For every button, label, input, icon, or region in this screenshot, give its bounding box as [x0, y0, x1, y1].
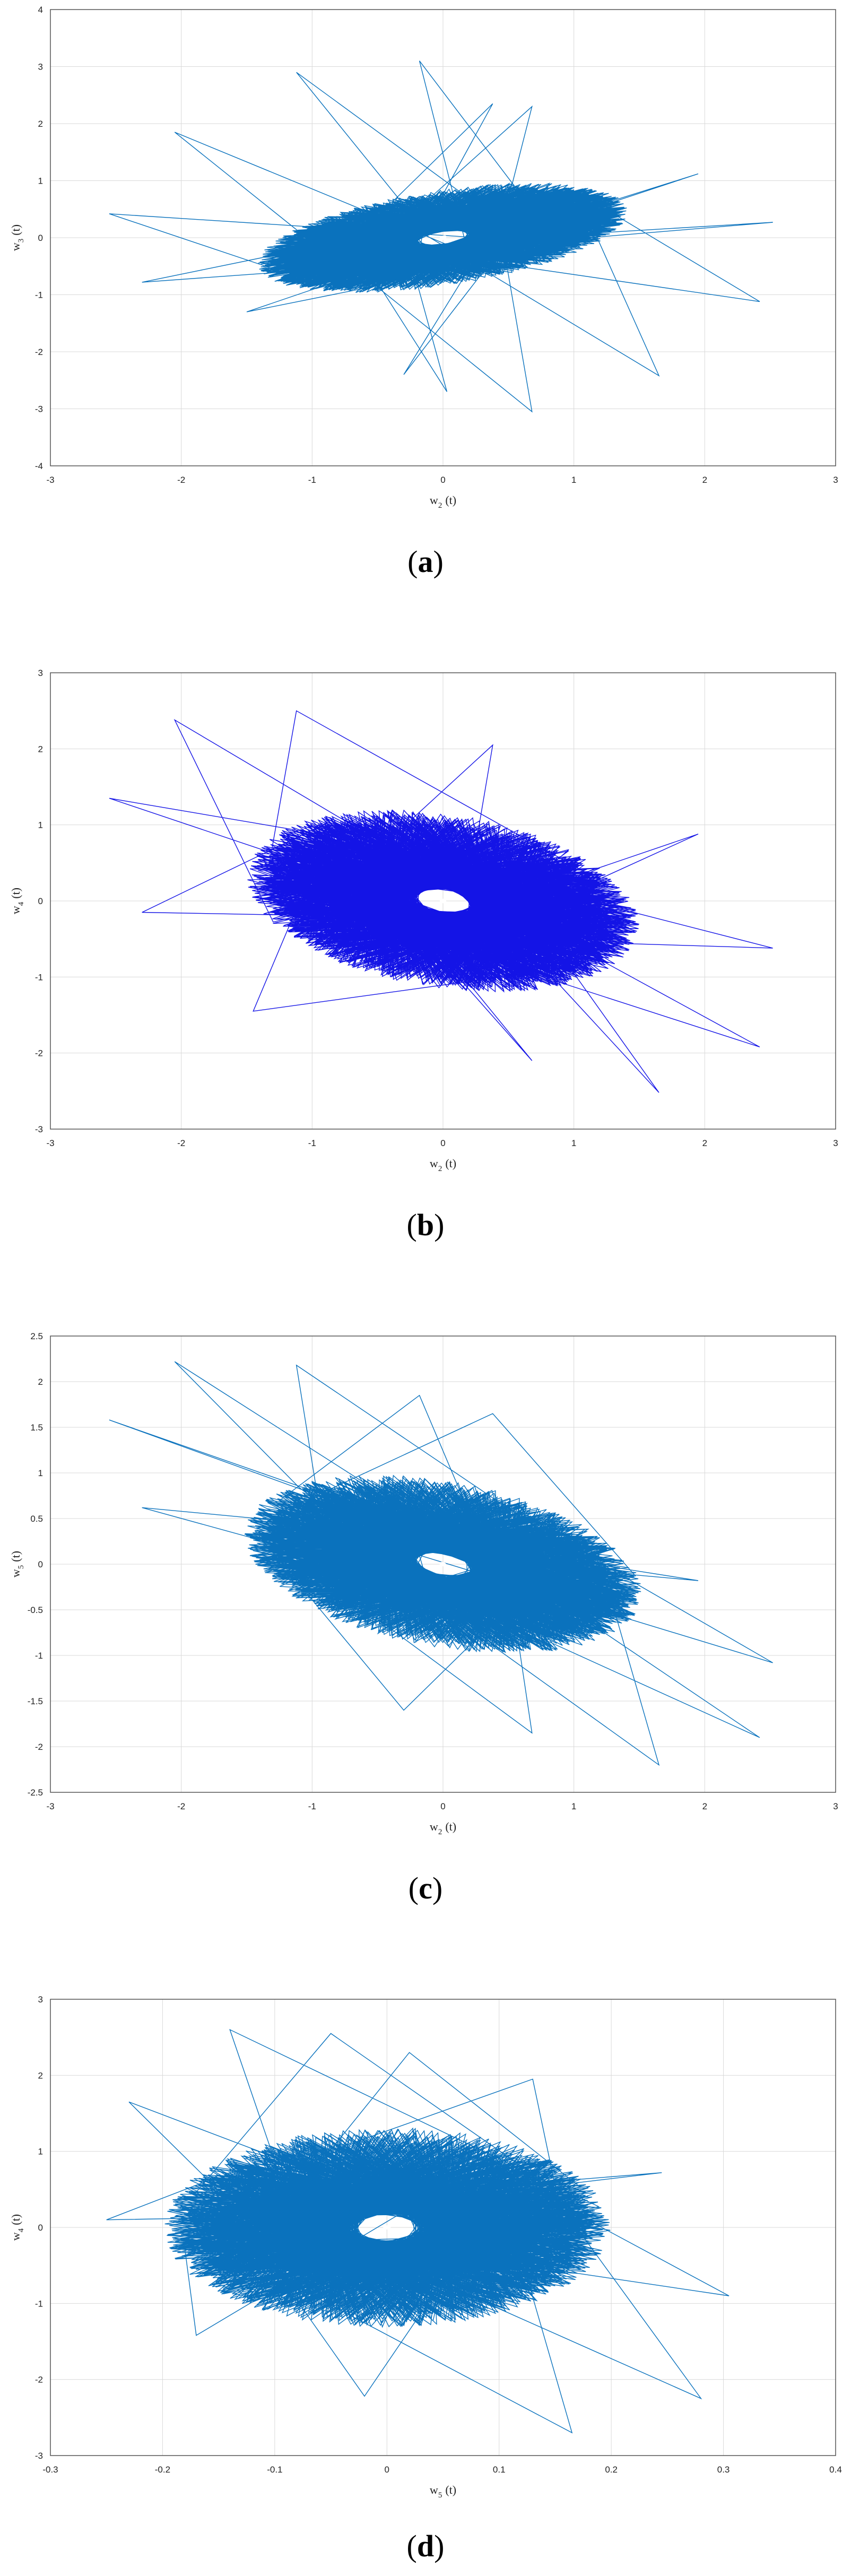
- x-tick-label: -2: [177, 1801, 185, 1811]
- y-tick-label: -2.5: [28, 1788, 43, 1798]
- y-tick-label: 2: [38, 119, 43, 129]
- plot-frame: [50, 1335, 836, 1793]
- phase-plot-b: -3 -2 -1 0 1 2 3 -3 -2 -1 0 1 2 3 w2 (t) w4(t): [9, 668, 838, 1173]
- x-tick-label: 0.2: [605, 2465, 618, 2475]
- caption-letter: c: [419, 1871, 432, 1905]
- phase-plot-c: -3 -2 -1 0 1 2 3 -2.5 -2 -1.5 -1 -0.5 0 0.5 1 1.5 2 2.5 w2…: [9, 1331, 838, 1836]
- x-tick-label: -0.2: [155, 2465, 170, 2475]
- x-tick-label: 0: [440, 475, 445, 485]
- y-tick-label: -1: [35, 1651, 43, 1661]
- y-tick-label: -2: [35, 1742, 43, 1752]
- x-axis-label: w2 (t): [430, 1157, 456, 1173]
- y-tick-label: -2: [35, 347, 43, 357]
- x-tick-label: 0.3: [717, 2465, 730, 2475]
- plot-frame: [50, 1999, 836, 2456]
- x-tick-label: 2: [702, 1801, 707, 1811]
- y-tick-label: -1: [35, 972, 43, 982]
- y-tick-label: -1: [35, 2299, 43, 2309]
- y-tick-label: 1: [38, 820, 43, 830]
- x-tick-label: -2: [177, 475, 185, 485]
- x-tick-label: 0.4: [829, 2465, 842, 2475]
- caption-letter: a: [418, 544, 433, 579]
- y-tick-label: 1: [38, 2147, 43, 2157]
- origin-marker: [439, 898, 447, 904]
- y-tick-label: 2: [38, 744, 43, 754]
- origin-marker: [439, 235, 447, 240]
- y-tick-label: -2: [35, 1048, 43, 1059]
- x-tick-label: 1: [571, 1801, 576, 1811]
- origin-marker: [383, 2225, 391, 2230]
- plot-frame: [50, 9, 836, 466]
- y-tick-label: -1: [35, 290, 43, 300]
- caption-letter: b: [416, 1208, 435, 1242]
- trajectory-line: [109, 710, 773, 1093]
- trajectory-line: [109, 60, 773, 413]
- chart-panel-a: -3 -2 -1 0 1 2 3 -4 -3 -2 -1 0 1 2 3 4 w2 (t) w3(t): [0, 0, 851, 645]
- trajectory-line: [106, 2028, 730, 2434]
- trajectory-line: [109, 1361, 773, 1766]
- x-tick-label: -3: [46, 1801, 54, 1811]
- y-tick-label: 0: [38, 233, 43, 243]
- y-tick-label: 2.5: [30, 1331, 43, 1341]
- chart-panel-d: -0.3 -0.2 -0.1 0 0.1 0.2 0.3 0.4 -3 -2 -1 0 1 2 3 w5 (t)…: [0, 1990, 851, 2576]
- y-tick-label: 3: [38, 62, 43, 72]
- caption-d: (d): [406, 2529, 445, 2563]
- y-tick-label: -3: [35, 404, 43, 414]
- y-tick-label: 1: [38, 176, 43, 186]
- x-axis-label: w2 (t): [430, 1820, 456, 1836]
- y-axis-label: w4(t): [9, 888, 25, 914]
- x-tick-label: 0: [440, 1138, 445, 1148]
- x-tick-label: 2: [702, 1138, 707, 1148]
- y-tick-label: 1.5: [30, 1423, 43, 1433]
- chart-panel-c: -3 -2 -1 0 1 2 3 -2.5 -2 -1.5 -1 -0.5 0 0.5 1 1.5 2 2.5 w2…: [0, 1326, 851, 1971]
- x-tick-label: 3: [833, 1801, 838, 1811]
- x-tick-label: -1: [308, 1801, 316, 1811]
- x-axis-label: w5 (t): [430, 2483, 456, 2500]
- x-tick-label: 0: [385, 2465, 389, 2475]
- y-tick-label: 4: [38, 5, 43, 15]
- caption-c: (c): [408, 1871, 443, 1905]
- y-tick-label: -3: [35, 1124, 43, 1134]
- x-tick-label: 3: [833, 475, 838, 485]
- x-tick-label: 1: [571, 475, 576, 485]
- y-tick-label: 0: [38, 1559, 43, 1569]
- x-tick-label: 0.1: [493, 2465, 506, 2475]
- y-tick-label: -2: [35, 2375, 43, 2385]
- y-axis-label: w5(t): [9, 1551, 25, 1577]
- y-axis-label: w3(t): [9, 224, 25, 251]
- y-axis-label: w4(t): [9, 2214, 25, 2241]
- y-tick-label: -1.5: [28, 1696, 43, 1706]
- x-tick-label: -0.3: [42, 2465, 58, 2475]
- y-tick-label: -3: [35, 2451, 43, 2461]
- y-tick-label: 3: [38, 668, 43, 678]
- x-axis-label: w2 (t): [430, 493, 456, 510]
- caption-a: (a): [407, 544, 444, 579]
- caption-letter: d: [416, 2529, 435, 2563]
- x-tick-label: 1: [571, 1138, 576, 1148]
- x-tick-label: -3: [46, 475, 54, 485]
- y-tick-label: 0: [38, 2223, 43, 2233]
- x-tick-label: -2: [177, 1138, 185, 1148]
- y-tick-label: -4: [35, 461, 43, 471]
- y-tick-label: 2: [38, 1377, 43, 1387]
- y-tick-label: 0.5: [30, 1514, 43, 1524]
- plot-frame: [50, 672, 836, 1130]
- chart-panel-b: -3 -2 -1 0 1 2 3 -3 -2 -1 0 1 2 3 w2 (t) w4(t): [0, 663, 851, 1308]
- caption-b: (b): [406, 1208, 445, 1242]
- y-tick-label: 3: [38, 1994, 43, 2005]
- y-tick-label: 1: [38, 1468, 43, 1478]
- y-tick-label: 2: [38, 2070, 43, 2080]
- x-tick-label: -1: [308, 1138, 316, 1148]
- phase-plot-d: -0.3 -0.2 -0.1 0 0.1 0.2 0.3 0.4 -3 -2 -1 0 1 2 3 w5 (t)…: [9, 1994, 842, 2500]
- x-tick-label: -3: [46, 1138, 54, 1148]
- x-tick-label: 3: [833, 1138, 838, 1148]
- y-tick-label: -0.5: [28, 1605, 43, 1615]
- x-tick-label: -1: [308, 475, 316, 485]
- x-tick-label: -0.1: [267, 2465, 282, 2475]
- x-tick-label: 0: [440, 1801, 445, 1811]
- origin-marker: [439, 1562, 447, 1567]
- y-tick-label: 0: [38, 896, 43, 906]
- x-tick-label: 2: [702, 475, 707, 485]
